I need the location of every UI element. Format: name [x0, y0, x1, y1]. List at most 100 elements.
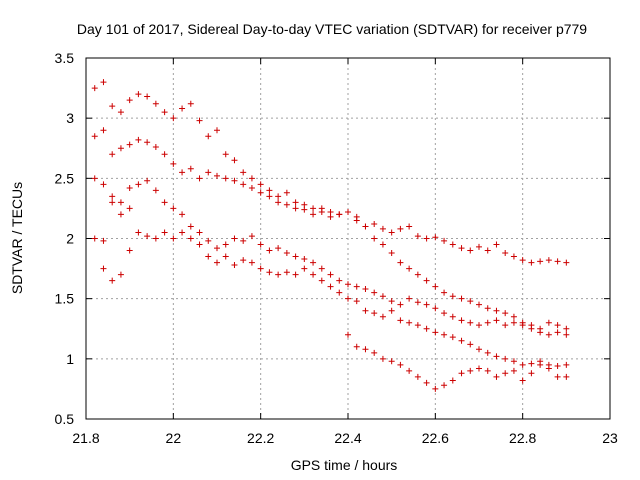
data-point-plus [240, 237, 247, 244]
data-point-plus [170, 205, 177, 212]
data-point-plus [432, 385, 439, 392]
data-point-plus [318, 277, 325, 284]
data-point-plus [519, 322, 526, 329]
data-point-plus [371, 235, 378, 242]
data-point-plus [388, 307, 395, 314]
data-point-plus [528, 325, 535, 332]
data-point-plus [397, 301, 404, 308]
axis-ticks: 21.8 22 22.2 22.4 22.6 22.8 23 0.5 1 1.5 2 2.5 3 3.5 [55, 50, 618, 446]
data-point-plus [493, 353, 500, 360]
data-point-plus [441, 310, 448, 317]
data-point-plus [414, 271, 421, 278]
data-point-plus [388, 298, 395, 305]
data-point-plus [423, 277, 430, 284]
data-point-plus [371, 289, 378, 296]
data-point-plus [266, 269, 273, 276]
data-point-plus [493, 317, 500, 324]
data-point-plus [196, 175, 203, 182]
data-point-plus [476, 322, 482, 329]
data-point-plus [484, 305, 491, 312]
data-point-plus [467, 298, 474, 305]
data-point-plus [336, 277, 343, 284]
data-point-plus [100, 181, 107, 188]
data-point-plus [502, 310, 509, 317]
data-point-plus [414, 233, 421, 240]
data-point-plus [310, 205, 317, 212]
data-point-plus [414, 299, 421, 306]
data-point-plus [441, 237, 448, 244]
data-point-plus [117, 199, 124, 206]
data-point-plus [353, 298, 360, 305]
data-point-plus [406, 265, 413, 272]
data-point-plus [126, 184, 133, 191]
data-point-plus [388, 249, 395, 256]
data-point-plus [379, 293, 386, 300]
data-point-plus [135, 136, 142, 143]
data-point-plus [91, 235, 98, 242]
x-tick-label: 22.6 [422, 430, 449, 446]
data-point-plus [554, 363, 561, 370]
data-point-plus [554, 322, 561, 329]
data-point-plus [144, 93, 151, 100]
data-point-plus [126, 141, 133, 148]
data-point-plus [152, 144, 159, 151]
data-point-plus [301, 255, 308, 262]
data-point-plus [231, 177, 238, 184]
data-point-plus [144, 139, 151, 146]
data-point-plus [423, 301, 430, 308]
data-point-plus [441, 382, 448, 389]
data-point-plus [170, 115, 177, 122]
data-point-plus [449, 377, 456, 384]
data-point-plus [109, 103, 116, 110]
data-point-plus [91, 85, 98, 92]
data-point-plus [379, 313, 386, 320]
data-point-plus [179, 169, 186, 176]
data-point-plus [441, 289, 448, 296]
data-point-plus [100, 237, 107, 244]
data-point-plus [266, 187, 273, 194]
data-point-plus [423, 379, 430, 386]
data-point-plus [152, 100, 159, 107]
data-point-plus [484, 247, 491, 254]
data-point-plus [257, 181, 264, 188]
data-point-plus [231, 157, 238, 164]
data-point-plus [214, 127, 220, 134]
data-point-plus [292, 253, 299, 260]
data-point-plus [388, 229, 395, 236]
data-point-plus [510, 253, 517, 260]
data-point-plus [257, 189, 264, 196]
data-point-plus [100, 265, 107, 272]
data-point-plus [100, 127, 107, 134]
data-point-plus [318, 209, 325, 216]
x-tick-label: 22 [166, 430, 182, 446]
data-point-plus [449, 334, 456, 341]
data-point-plus [161, 109, 168, 116]
data-point-plus [528, 259, 535, 266]
data-point-plus [528, 370, 535, 377]
data-point-plus [327, 271, 334, 278]
data-point-plus [117, 271, 124, 278]
data-point-plus [214, 259, 220, 266]
x-axis-label: GPS time / hours [291, 457, 398, 473]
data-point-plus [135, 181, 142, 188]
data-point-plus [379, 241, 386, 248]
x-tick-label: 22.4 [334, 430, 361, 446]
data-point-plus [458, 370, 465, 377]
data-point-plus [554, 258, 561, 265]
data-point-plus [109, 199, 116, 206]
data-point-plus [144, 233, 151, 240]
data-point-plus [379, 355, 386, 362]
y-tick-label: 2.5 [55, 170, 75, 186]
data-series [91, 175, 570, 338]
data-point-plus [292, 271, 299, 278]
data-point-plus [231, 261, 238, 268]
data-point-plus [222, 253, 229, 260]
y-tick-label: 3 [66, 110, 74, 126]
data-point-plus [563, 361, 570, 368]
y-tick-label: 1.5 [55, 291, 75, 307]
data-point-plus [563, 373, 570, 380]
data-point-plus [179, 211, 186, 218]
data-point-plus [126, 247, 133, 254]
data-point-plus [117, 109, 124, 116]
data-point-plus [406, 367, 413, 374]
